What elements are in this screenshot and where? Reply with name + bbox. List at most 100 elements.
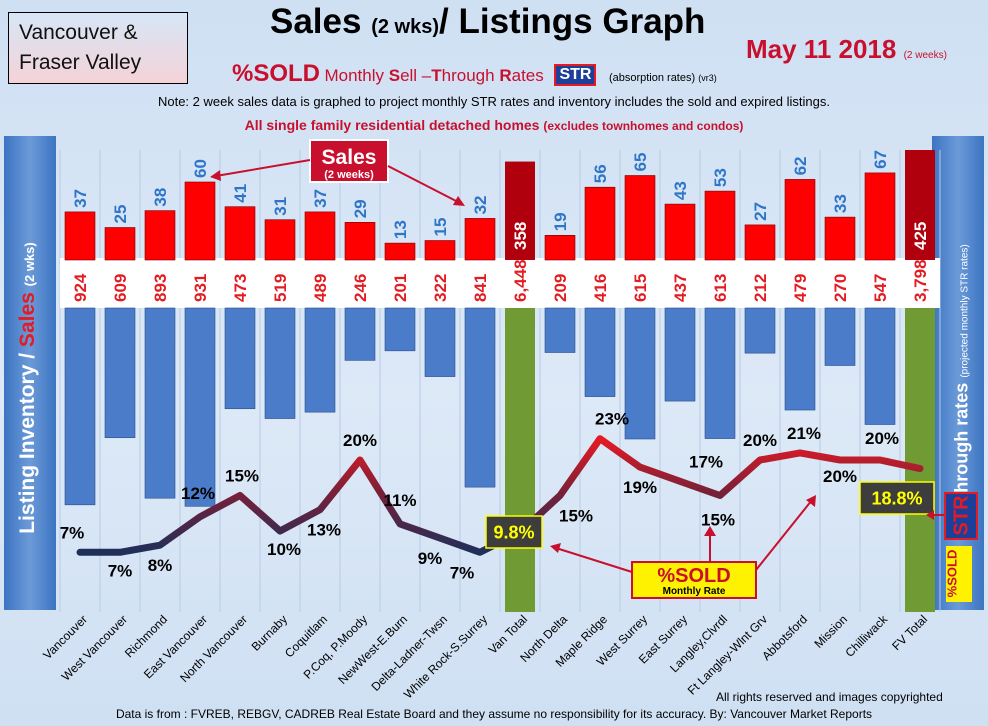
left-axis-panel	[4, 136, 56, 610]
sales-bar	[104, 227, 136, 261]
sales-value-label: 56	[591, 164, 610, 183]
rate-value-label: 11%	[383, 491, 416, 510]
fv-total-rate-badge-bg	[859, 481, 935, 515]
rate-value-label: 7%	[108, 561, 133, 580]
total-inventory-bar	[505, 308, 535, 612]
sales-value-label: 67	[871, 150, 890, 169]
inventory-value-label: 416	[591, 274, 610, 302]
sold-arrow-left	[555, 547, 633, 573]
sales-bar	[64, 211, 96, 261]
rate-value-label: 12%	[181, 484, 215, 503]
homes-text: All single family residential detached h…	[244, 117, 540, 133]
inventory-value-label: 841	[471, 274, 490, 302]
subtitle-rates-4: ates	[511, 66, 544, 85]
sales-callout-arrow-right	[387, 165, 461, 204]
sales-bar	[864, 172, 896, 261]
inventory-bar	[304, 307, 336, 413]
homes-note: (excludes townhomes and condos)	[543, 119, 744, 133]
inventory-value-label: 437	[671, 274, 690, 302]
sales-callout-title: Sales	[322, 146, 377, 169]
region-line-2: Fraser Valley	[19, 51, 142, 74]
category-label: Ft Langley-Wlnt Grv	[685, 612, 770, 697]
sales-callout-note: (2 weeks)	[324, 169, 374, 181]
inventory-bar	[184, 307, 216, 507]
sold-callout-title: %SOLD	[657, 565, 730, 587]
subtitle-rates-1: Monthly	[324, 66, 384, 85]
str-badge: STR	[554, 64, 597, 86]
sold-callout-bg	[631, 561, 757, 599]
sold-arrowhead-left	[550, 543, 561, 553]
subtitle-rates-s: S	[388, 66, 401, 85]
sales-callout-arrowhead-right	[453, 196, 465, 206]
report-date: May 11 2018 (2 weeks)	[746, 34, 947, 65]
sales-bar	[584, 186, 616, 261]
sold-arrowhead-up	[704, 526, 716, 536]
van-total-rate-badge-text: 9.8%	[493, 522, 534, 542]
version-text: (vr3)	[698, 73, 717, 83]
van-total-rate-badge: 9.8%	[485, 515, 543, 549]
date-note: (2 weeks)	[903, 50, 947, 61]
sales-value-label: 65	[631, 153, 650, 172]
sold-arrowhead-right	[806, 495, 816, 507]
chart-title: Sales (2 wks)/ Listings Graph	[270, 2, 705, 42]
sales-value-label: 37	[311, 189, 330, 208]
sales-bar	[424, 240, 456, 261]
sales-callout-arrow-left	[215, 159, 311, 177]
bars-layer	[64, 150, 935, 612]
date-text: May 11 2018	[746, 34, 897, 64]
sales-bar	[824, 216, 856, 261]
inventory-value-label: 473	[231, 274, 250, 302]
inventory-value-label: 924	[71, 273, 90, 302]
category-label: NewWest-E.Burn	[335, 612, 410, 687]
sales-value-label: 425	[911, 222, 930, 250]
inventory-bar	[344, 307, 376, 361]
footer-rights: All rights reserved and images copyright…	[716, 690, 943, 704]
subtitle: %SOLD Monthly Sell –Through Rates STR (a…	[232, 60, 717, 88]
sales-value-label: 43	[671, 181, 690, 200]
van-total-rate-badge-bg	[485, 515, 543, 549]
inventory-bar	[224, 307, 256, 410]
inventory-value-label: 246	[351, 274, 370, 302]
sales-value-label: 25	[111, 205, 130, 224]
category-label: Mission	[811, 612, 850, 651]
grid-lines	[59, 150, 941, 612]
sales-value-label: 38	[151, 188, 170, 207]
inventory-value-label: 479	[791, 274, 810, 302]
homes-line: All single family residential detached h…	[0, 117, 988, 133]
footer-source: Data is from : FVREB, REBGV, CADREB Real…	[115, 707, 873, 721]
sales-value-label: 15	[431, 218, 450, 237]
sales-bar	[704, 190, 736, 261]
sales-bar	[464, 218, 496, 261]
rate-value-label: 7%	[450, 563, 475, 582]
region-box: Vancouver & Fraser Valley	[8, 12, 188, 84]
rate-value-label: 20%	[823, 467, 857, 486]
sales-value-label: 33	[831, 194, 850, 213]
inventory-value-label: 615	[631, 274, 650, 302]
data-note: Note: 2 week sales data is graphed to pr…	[157, 94, 831, 109]
fv-total-rate-badge: 18.8%	[859, 481, 935, 515]
category-label: Delta-Ladner-Twsn	[369, 612, 451, 694]
absorption-note: (absorption rates) (vr3)	[609, 72, 717, 84]
sales-value-label: 37	[71, 189, 90, 208]
total-sales-bar	[505, 161, 535, 260]
inventory-bar	[624, 307, 656, 440]
rate-value-label: 8%	[148, 556, 173, 575]
region-line-1: Vancouver &	[19, 21, 138, 44]
sales-value-label: 60	[191, 159, 210, 178]
inventory-value-label: 613	[711, 274, 730, 302]
sold-arrow-right	[755, 499, 813, 571]
inventory-bar	[744, 307, 776, 354]
inventory-value-label: 212	[751, 274, 770, 302]
total-sales-bar	[905, 150, 935, 260]
inventory-value-label: 270	[831, 274, 850, 302]
rate-value-label: 19%	[623, 478, 657, 497]
rate-value-label: 13%	[307, 521, 341, 540]
subtitle-rates-t: T	[431, 66, 442, 85]
sales-value-label: 19	[551, 212, 570, 231]
rate-value-label: 10%	[267, 540, 301, 559]
rate-value-label: 15%	[225, 467, 259, 486]
inventory-value-label: 6,448	[511, 259, 530, 302]
rate-value-label: 20%	[865, 429, 899, 448]
